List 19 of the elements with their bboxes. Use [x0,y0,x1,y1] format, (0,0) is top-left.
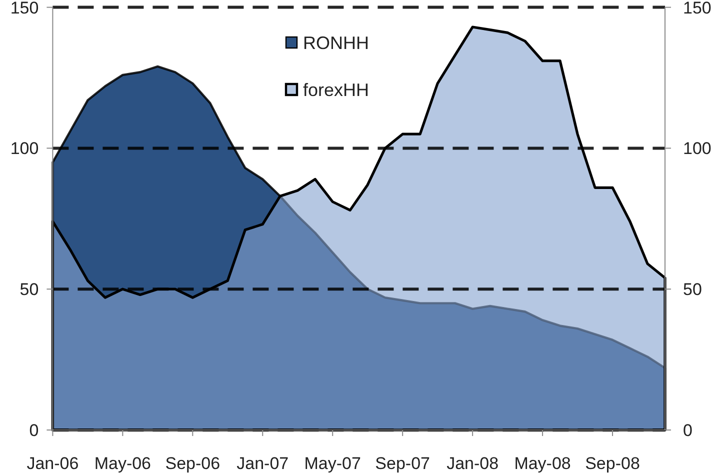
y-tick-label: 0 [29,420,39,440]
legend-label: forexHH [303,80,370,100]
y2-tick-label: 150 [683,0,712,18]
x-tick-label: Jan-06 [26,454,79,473]
y2-tick-label: 0 [683,420,692,440]
x-tick-label: Jan-07 [236,454,289,473]
y-tick-label: 50 [20,280,39,300]
x-tick-label: Jan-08 [446,454,499,473]
y-tick-label: 150 [10,0,39,18]
x-tick-label: May-06 [94,454,152,473]
x-tick-label: Sep-08 [585,454,640,473]
y-tick-label: 100 [10,139,39,158]
x-tick-label: Sep-07 [375,454,430,473]
y2-tick-label: 100 [683,139,712,158]
x-tick-label: May-07 [304,454,361,473]
x-tick-label: Sep-06 [165,454,220,473]
x-tick-label: May-08 [514,454,571,473]
legend-label: RONHH [303,32,369,53]
y2-tick-label: 50 [683,280,702,300]
